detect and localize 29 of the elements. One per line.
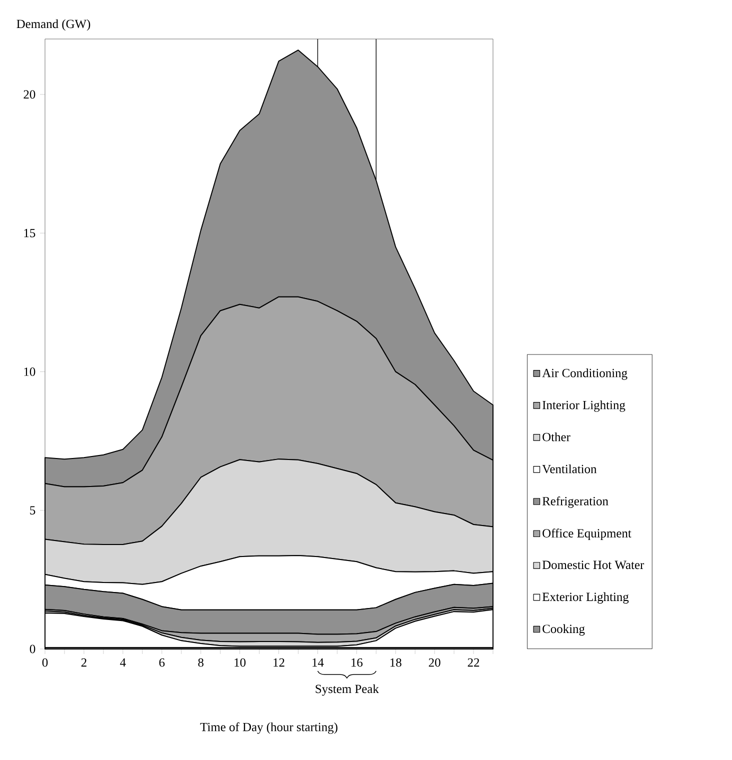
x-tick-label: 10: [234, 658, 246, 667]
legend-label: Cooking: [542, 624, 585, 636]
y-axis-title: Demand (GW): [16, 19, 90, 31]
legend-label: Interior Lighting: [542, 400, 626, 412]
legend-label: Refrigeration: [542, 496, 608, 508]
legend-label: Air Conditioning: [542, 368, 628, 380]
x-tick-label: 14: [312, 658, 324, 667]
x-tick-label: 18: [390, 658, 402, 667]
legend-label: Office Equipment: [542, 528, 632, 540]
x-tick-label: 2: [81, 658, 86, 667]
x-axis-title: Time of Day (hour starting): [200, 722, 338, 734]
legend-label: Ventilation: [542, 464, 597, 474]
legend-label: Other: [542, 432, 570, 442]
x-tick-label: 4: [120, 658, 126, 667]
legend-label: Exterior Lighting: [542, 592, 629, 604]
x-tick-label: 22: [468, 658, 480, 667]
x-tick-label: 20: [428, 658, 440, 667]
y-tick-label: 20: [24, 90, 36, 99]
x-tick-label: 0: [42, 658, 48, 667]
x-tick-label: 16: [352, 658, 363, 667]
y-tick-label: 10: [24, 368, 36, 376]
y-tick-label: 0: [30, 644, 36, 654]
x-tick-label: 6: [159, 658, 165, 667]
x-tick-label: 12: [274, 658, 284, 667]
x-tick-label: 8: [198, 658, 204, 667]
y-tick-label: 15: [24, 228, 36, 238]
text: System Peak: [316, 684, 379, 696]
y-tick-label: 5: [30, 506, 36, 515]
legend-label: Domestic Hot Water: [542, 560, 644, 570]
